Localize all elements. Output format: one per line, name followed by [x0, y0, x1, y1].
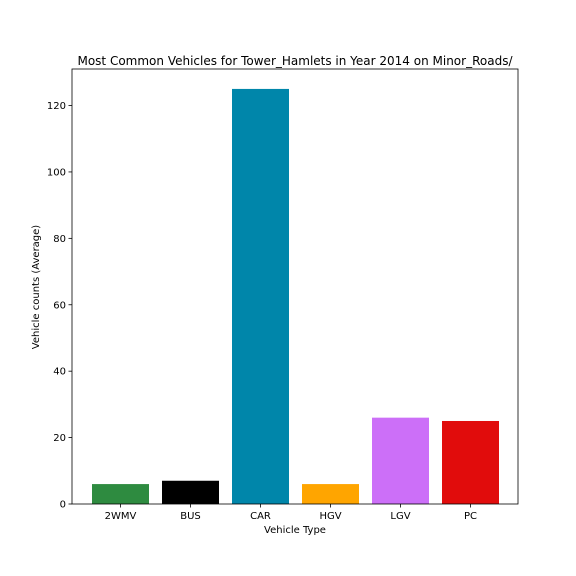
- bar-2wmv: [92, 484, 149, 504]
- plot-frame: [71, 68, 519, 505]
- bar-car: [232, 88, 289, 504]
- y-tick-label-100: 100: [47, 167, 66, 178]
- y-tick-label-0: 0: [60, 500, 66, 511]
- y-axis-label: Vehicle counts (Average): [31, 225, 42, 350]
- x-tick-label-hgv: HGV: [319, 511, 341, 522]
- x-tick-label-lgv: LGV: [390, 511, 410, 522]
- bar-bus: [162, 480, 219, 504]
- x-axis-label: Vehicle Type: [264, 525, 326, 536]
- x-tick-label-car: CAR: [250, 511, 271, 522]
- y-tick-label-80: 80: [53, 234, 66, 245]
- y-tick-label-20: 20: [53, 433, 66, 444]
- x-tick-label-bus: BUS: [180, 511, 201, 522]
- y-tick-label-40: 40: [53, 367, 66, 378]
- bars-group: [92, 88, 499, 504]
- y-tick-label-120: 120: [47, 101, 66, 112]
- y-axis: 0 20 40 60 80 100 120: [47, 101, 72, 511]
- x-tick-label-pc: PC: [464, 511, 477, 522]
- x-tick-label-2wmv: 2WMV: [105, 511, 137, 522]
- bar-lgv: [372, 417, 429, 504]
- bar-hgv: [302, 484, 359, 504]
- x-axis: 2WMV BUS CAR HGV LGV PC: [105, 504, 477, 522]
- chart-title: Most Common Vehicles for Tower_Hamlets i…: [77, 54, 513, 68]
- y-tick-label-60: 60: [53, 300, 66, 311]
- bar-pc: [442, 420, 499, 504]
